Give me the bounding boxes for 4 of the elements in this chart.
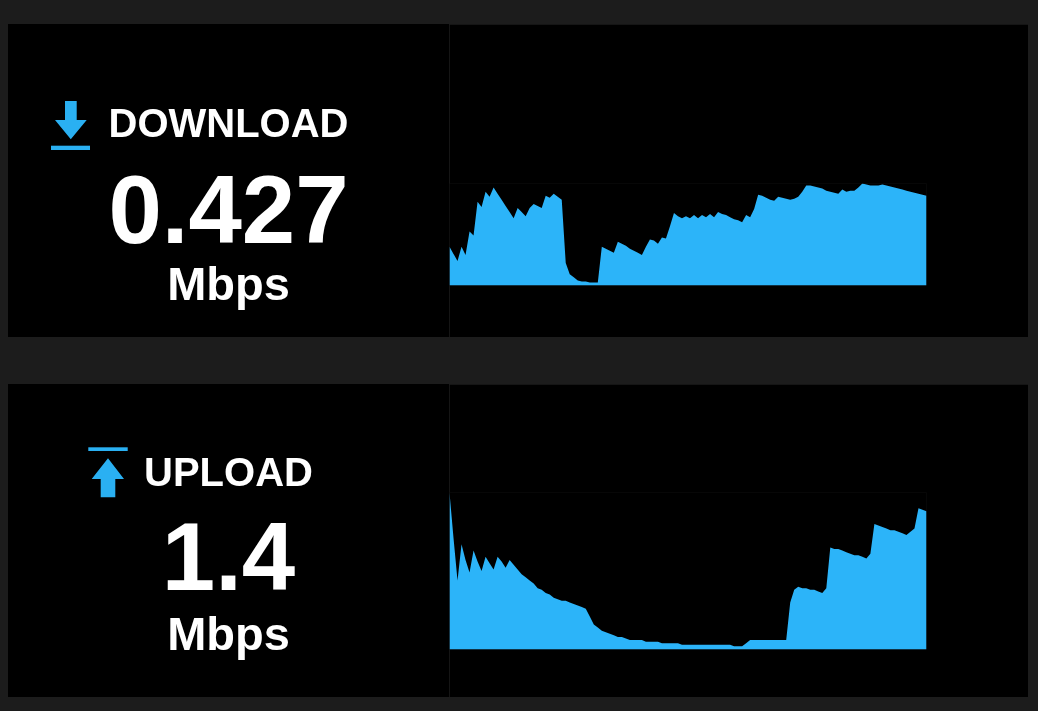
text: 1.4 [160,503,297,610]
text: Mbps [166,607,291,660]
chart-title: UPLOAD [143,450,314,494]
chart-title: DOWNLOAD [107,101,350,145]
